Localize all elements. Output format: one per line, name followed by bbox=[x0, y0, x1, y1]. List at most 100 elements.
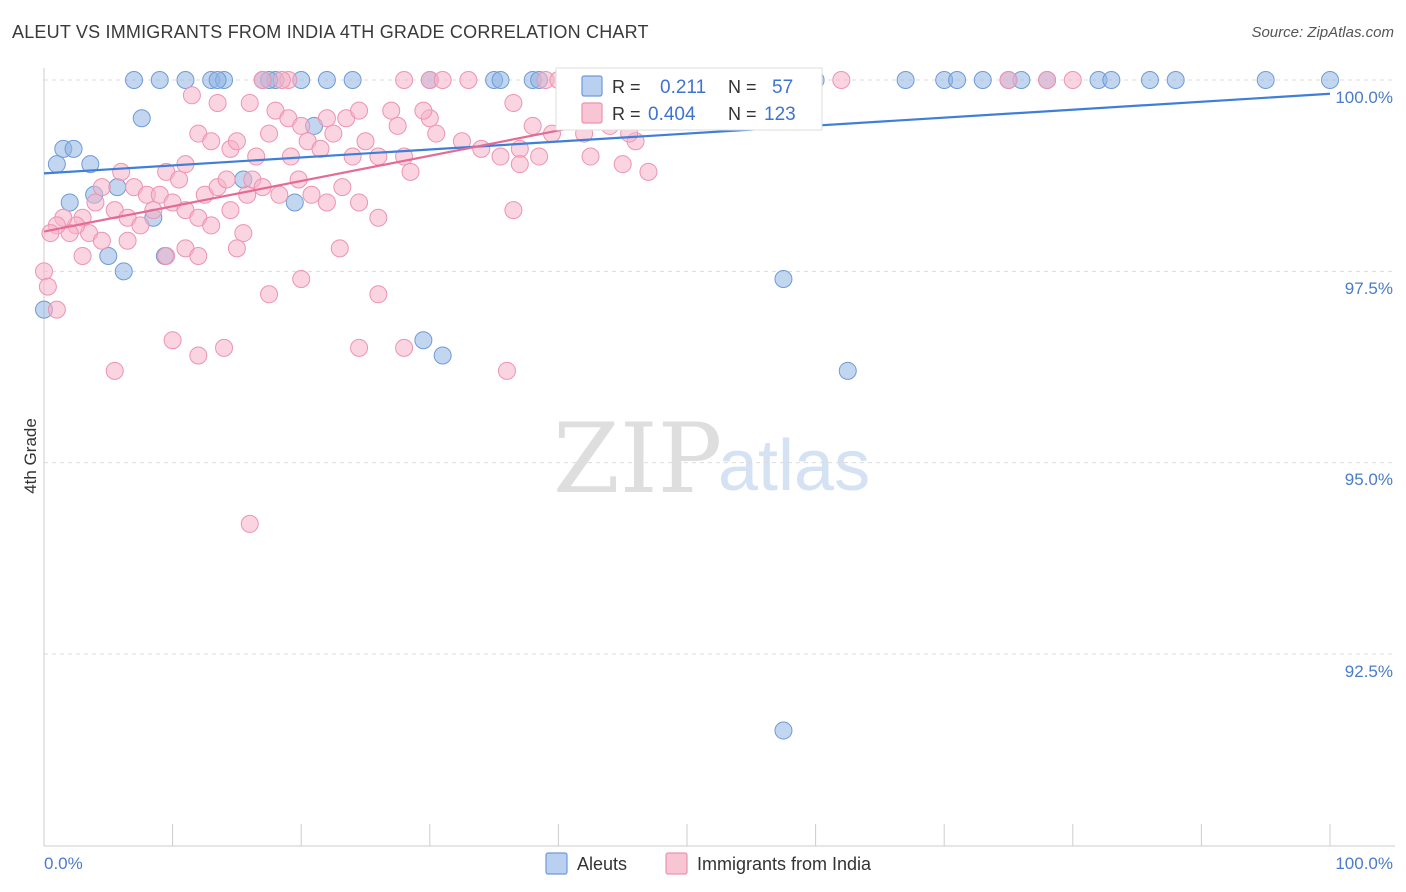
x-tick-label-max: 100.0% bbox=[1335, 854, 1393, 873]
y-axis-title: 4th Grade bbox=[21, 418, 40, 494]
aleut-point bbox=[132, 109, 151, 128]
aleut-point bbox=[948, 71, 967, 89]
aleut-point bbox=[125, 71, 144, 89]
watermark-atlas: atlas bbox=[718, 426, 870, 506]
aleut-point bbox=[838, 361, 857, 380]
india-point bbox=[302, 185, 321, 204]
india-point bbox=[497, 361, 516, 380]
y-tick-label-100: 100.0% bbox=[1335, 88, 1393, 107]
india-point bbox=[350, 101, 369, 120]
india-point bbox=[189, 346, 208, 365]
legend-n-label-1: N = bbox=[728, 77, 757, 97]
india-point bbox=[189, 247, 208, 266]
aleut-trend-line bbox=[43, 92, 1331, 175]
india-point bbox=[832, 71, 851, 89]
aleut-point bbox=[317, 71, 336, 89]
india-point bbox=[292, 116, 311, 135]
aleut-point bbox=[60, 193, 79, 212]
india-point bbox=[317, 109, 336, 128]
bottom-legend-label-aleuts: Aleuts bbox=[577, 854, 627, 874]
aleut-point bbox=[1321, 71, 1339, 89]
legend-r-value-1: 0.211 bbox=[660, 77, 706, 98]
india-point bbox=[281, 147, 300, 166]
aleut-point bbox=[99, 247, 118, 266]
india-point bbox=[395, 338, 414, 357]
india-point bbox=[105, 361, 124, 380]
aleut-point bbox=[343, 71, 362, 89]
india-point bbox=[510, 155, 529, 174]
india-point bbox=[253, 71, 272, 89]
india-point bbox=[382, 101, 401, 120]
india-point bbox=[157, 247, 176, 266]
legend-r-label-1: R = bbox=[612, 77, 641, 97]
x-tick-label-min: 0.0% bbox=[44, 854, 83, 873]
india-point bbox=[530, 147, 549, 166]
aleut-point bbox=[81, 155, 100, 174]
india-point bbox=[491, 147, 510, 166]
india-point bbox=[639, 162, 658, 181]
aleut-point bbox=[774, 721, 793, 740]
india-point bbox=[999, 71, 1018, 89]
india-point bbox=[35, 262, 53, 281]
india-point bbox=[92, 231, 111, 250]
india-point bbox=[182, 86, 201, 105]
aleut-point bbox=[1102, 71, 1121, 89]
india-point bbox=[330, 239, 349, 258]
aleut-point bbox=[47, 155, 66, 174]
india-point bbox=[504, 93, 523, 112]
india-point bbox=[414, 101, 433, 120]
india-point bbox=[350, 193, 369, 212]
india-point bbox=[202, 132, 221, 151]
india-point bbox=[234, 224, 253, 243]
aleut-point bbox=[1140, 71, 1159, 89]
aleut-point bbox=[64, 139, 83, 158]
stats-legend: R = 0.211 N = 57 R = 0.404 N = 123 bbox=[555, 67, 823, 131]
india-point bbox=[47, 300, 66, 319]
india-point bbox=[369, 285, 388, 304]
legend-r-value-2: 0.404 bbox=[648, 104, 696, 125]
india-point bbox=[333, 178, 352, 197]
india-point bbox=[343, 147, 362, 166]
legend-n-value-1: 57 bbox=[772, 77, 793, 98]
aleut-point bbox=[108, 178, 127, 197]
india-point bbox=[317, 193, 336, 212]
aleut-point bbox=[285, 193, 304, 212]
aleut-point bbox=[973, 71, 992, 89]
india-point bbox=[388, 116, 407, 135]
india-point bbox=[217, 170, 236, 189]
india-point bbox=[240, 514, 259, 533]
aleut-point bbox=[114, 262, 133, 281]
india-point bbox=[472, 139, 491, 158]
india-point bbox=[170, 170, 189, 189]
y-tick-label-92-5: 92.5% bbox=[1345, 662, 1393, 681]
india-point bbox=[504, 201, 523, 220]
india-point bbox=[38, 277, 57, 296]
legend-n-label-2: N = bbox=[728, 104, 757, 124]
aleut-point bbox=[176, 71, 195, 89]
india-point bbox=[433, 71, 452, 89]
india-point bbox=[73, 247, 92, 266]
aleut-point bbox=[1256, 71, 1275, 89]
india-point bbox=[202, 216, 221, 235]
legend-n-value-2: 123 bbox=[764, 104, 796, 125]
source-label: Source: ZipAtlas.com bbox=[1251, 24, 1394, 41]
india-point bbox=[401, 162, 420, 181]
y-tick-label-97-5: 97.5% bbox=[1345, 279, 1393, 298]
legend-swatch-india bbox=[581, 102, 603, 124]
aleut-point bbox=[491, 71, 510, 89]
aleut-point bbox=[433, 346, 452, 365]
india-point bbox=[238, 185, 257, 204]
india-point bbox=[260, 124, 279, 143]
aleut-point bbox=[1166, 71, 1185, 89]
india-point bbox=[427, 124, 446, 143]
india-point bbox=[581, 147, 600, 166]
aleut-point bbox=[150, 71, 169, 89]
india-point bbox=[247, 147, 266, 166]
india-point bbox=[311, 139, 330, 158]
india-point bbox=[613, 155, 632, 174]
india-point bbox=[131, 216, 150, 235]
legend-r-label-2: R = bbox=[612, 104, 641, 124]
india-point bbox=[86, 193, 105, 212]
india-point bbox=[459, 71, 478, 89]
india-point bbox=[369, 147, 388, 166]
